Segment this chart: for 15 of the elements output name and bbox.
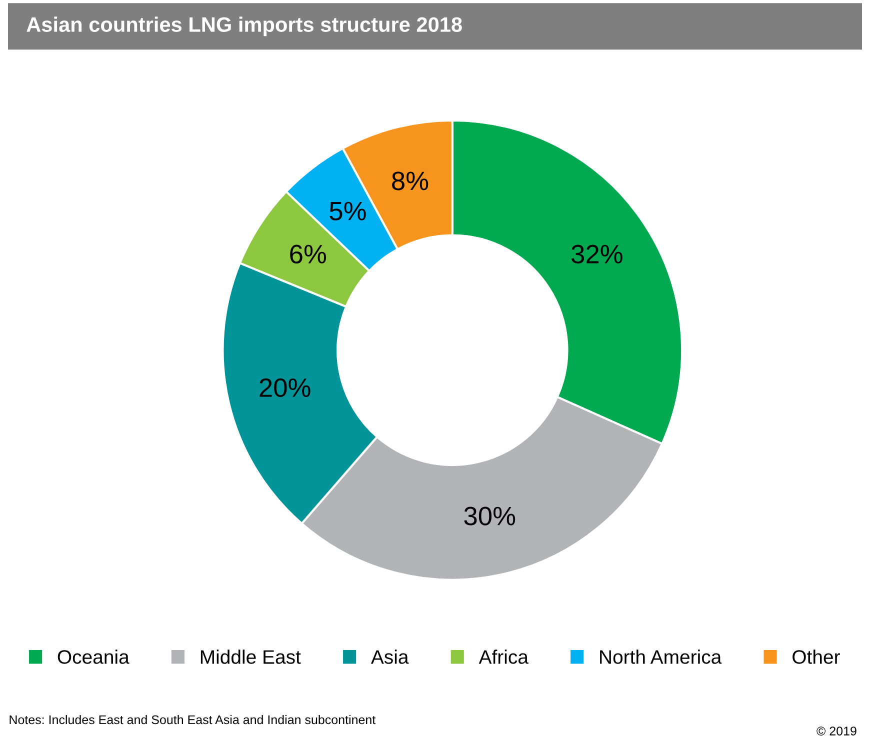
legend-label: North America (600, 650, 722, 664)
legend-label: Asia (370, 650, 409, 664)
data-label: 32% (572, 244, 622, 264)
text: Notes: Includes East and South East Asia and Indian subcontinent (10, 714, 376, 724)
data-label: 5% (330, 202, 366, 220)
data-label: 6% (290, 244, 326, 264)
data-label: 20% (260, 378, 310, 398)
text: © 2019 (816, 726, 856, 736)
legend-label: Oceania (58, 650, 130, 664)
legend-label: Africa (478, 650, 528, 664)
data-label: 30% (464, 506, 516, 526)
legend-label: Other (792, 650, 840, 664)
data-label: 8% (392, 172, 428, 190)
legend-label: Middle East (200, 650, 301, 664)
chart-title: Asian countries LNG imports structure 2018 (26, 16, 462, 36)
